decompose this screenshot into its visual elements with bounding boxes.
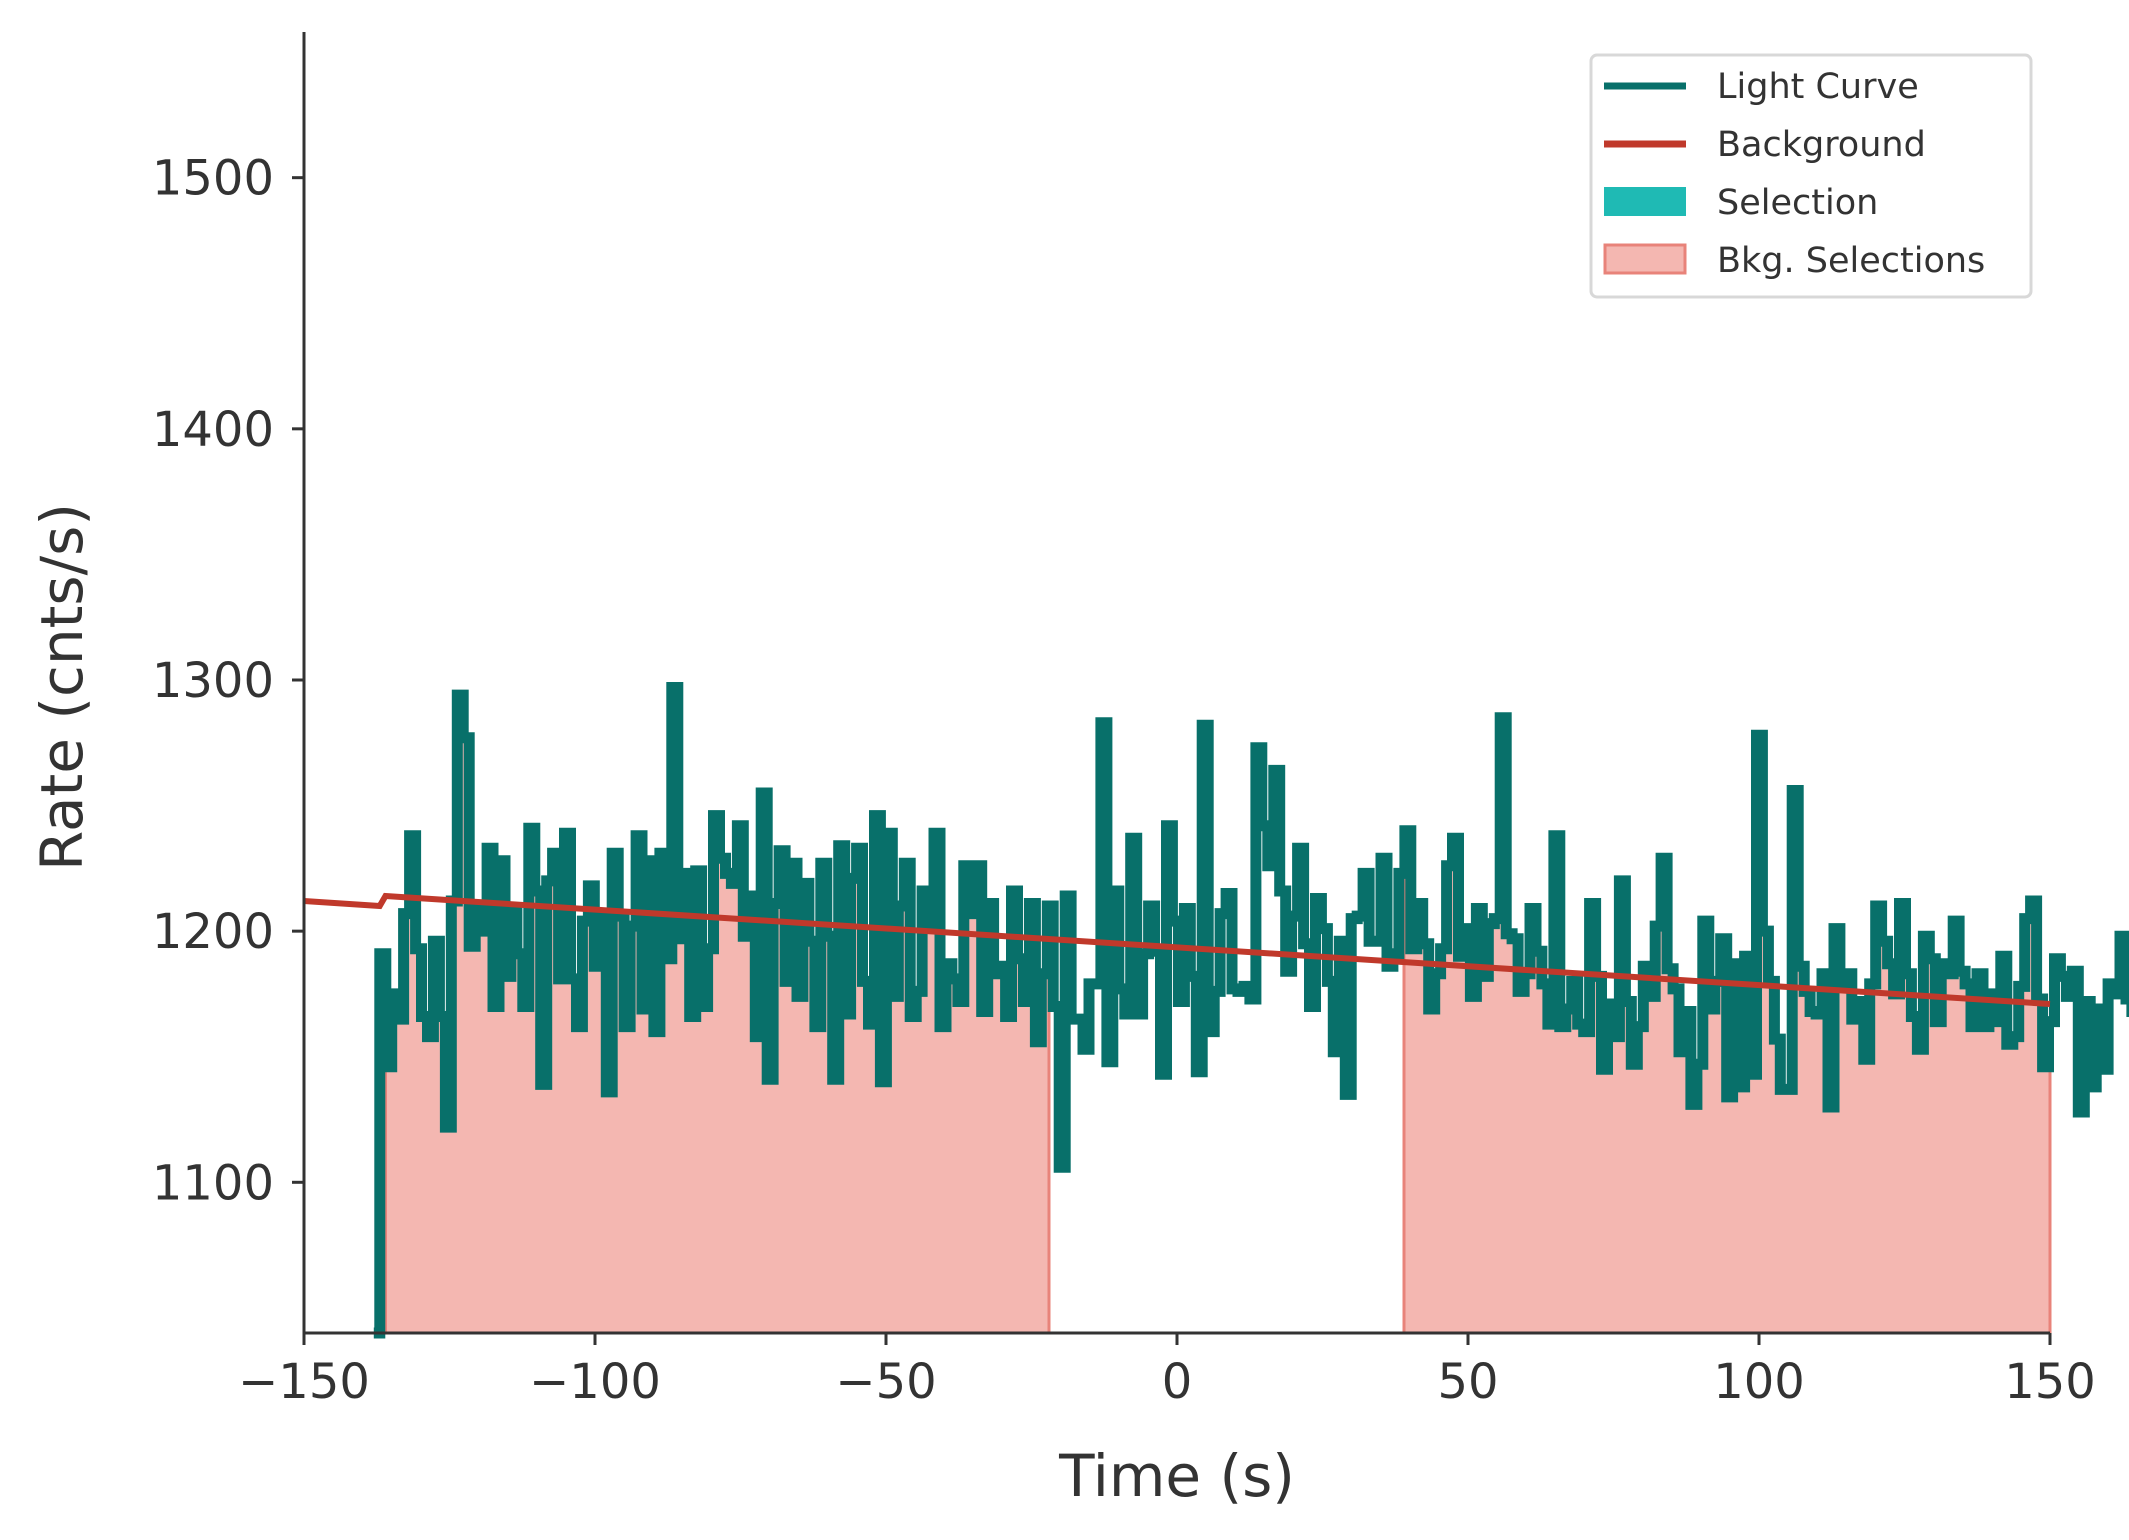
light-curve-series xyxy=(373,682,2129,1339)
x-tick-label: 100 xyxy=(1713,1354,1805,1410)
legend-frame xyxy=(1589,53,2033,299)
plot-area xyxy=(303,682,2129,1339)
x-tick-label: 50 xyxy=(1437,1354,1498,1410)
x-ticks: −150 −100 −50 0 50 100 150 xyxy=(238,1333,2096,1410)
background-line-series xyxy=(303,892,2051,1007)
x-tick-label: −100 xyxy=(529,1354,661,1410)
y-axis-title: Rate (cnts/s) xyxy=(28,503,96,871)
y-tick-label: 1200 xyxy=(152,904,274,960)
x-tick-label: −150 xyxy=(238,1354,370,1410)
legend-label-background: Background xyxy=(1717,125,1926,165)
y-tick-label: 1400 xyxy=(152,402,274,458)
legend-swatch-bkg-selections xyxy=(1603,243,1687,275)
legend: Light Curve Background Selection Bkg. Se… xyxy=(1589,53,2033,299)
legend-label-light-curve: Light Curve xyxy=(1717,67,1919,107)
legend-label-bkg-selections: Bkg. Selections xyxy=(1717,241,1985,281)
y-tick-label: 1100 xyxy=(152,1155,274,1211)
legend-swatch-selection xyxy=(1604,187,1686,216)
y-ticks: 1100 1200 1300 1400 1500 xyxy=(152,151,304,1211)
x-tick-label: 0 xyxy=(1162,1354,1193,1410)
axes: −150 −100 −50 0 50 100 150 1100 1200 1300 1400 150… xyxy=(28,32,2096,1510)
x-tick-label: −50 xyxy=(835,1354,936,1410)
x-tick-label: 150 xyxy=(2004,1354,2096,1410)
legend-label-selection: Selection xyxy=(1717,183,1878,223)
y-tick-label: 1300 xyxy=(152,653,274,709)
x-axis-title: Time (s) xyxy=(1058,1442,1295,1510)
y-tick-label: 1500 xyxy=(152,151,274,207)
